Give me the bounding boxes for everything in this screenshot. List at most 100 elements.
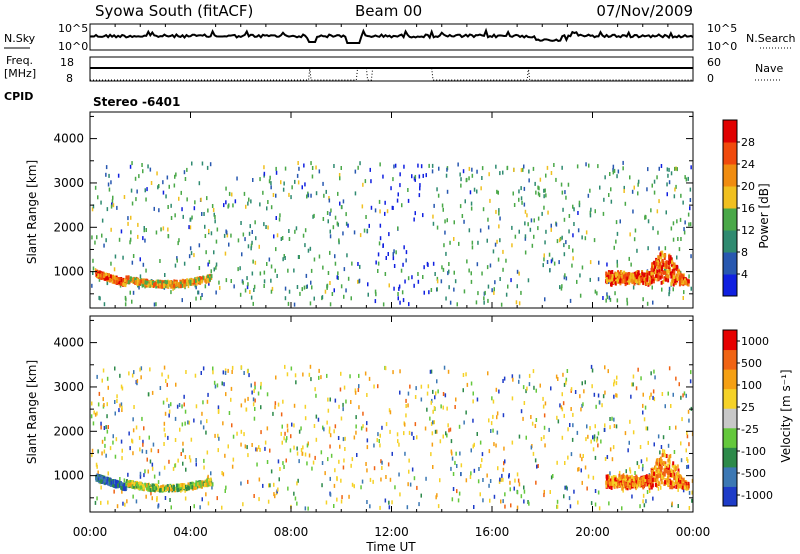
velocity-echo-mark [351, 482, 354, 487]
power-echo-mark [418, 193, 421, 198]
power-echo-mark [294, 229, 296, 234]
power-echo-mark [632, 273, 635, 278]
velocity-echo-mark [209, 477, 212, 482]
velocity-echo-mark [97, 402, 100, 407]
power-echo-mark [145, 197, 147, 202]
power-echo-mark [305, 273, 308, 278]
power-echo-mark [565, 195, 567, 200]
velocity-echo-mark [136, 482, 138, 487]
power-echo-mark [157, 284, 160, 288]
velocity-echo-mark [254, 381, 256, 386]
power-echo-mark [539, 177, 542, 182]
velocity-echo-mark [116, 504, 119, 509]
velocity-echo-mark [674, 480, 677, 485]
power-echo-mark [174, 174, 176, 179]
velocity-echo-mark [656, 458, 659, 463]
power-echo-mark [159, 259, 161, 263]
velocity-echo-mark [597, 393, 600, 398]
velocity-echo-mark [542, 404, 545, 409]
velocity-echo-mark [432, 409, 434, 414]
velocity-echo-mark [94, 500, 97, 505]
velocity-echo-mark [454, 460, 456, 465]
velocity-echo-mark [686, 431, 688, 435]
velocity-echo-mark [105, 425, 107, 430]
velocity-echo-mark [295, 380, 297, 385]
power-echo-mark [608, 275, 611, 280]
power-echo-mark [597, 164, 599, 169]
power-echo-mark [546, 165, 549, 170]
power-echo-mark [545, 229, 547, 234]
velocity-echo-mark [380, 477, 382, 482]
velocity-echo-mark [645, 478, 648, 483]
velocity-echo-mark [516, 490, 519, 495]
velocity-echo-mark [131, 484, 134, 489]
velocity-echo-mark [646, 490, 649, 494]
power-echo-mark [596, 291, 598, 296]
velocity-echo-mark [654, 470, 657, 475]
velocity-echo-mark [232, 457, 235, 462]
power-echo-mark [665, 268, 667, 273]
velocity-echo-mark [628, 440, 630, 445]
velocity-echo-mark [566, 486, 568, 491]
power-echo-mark [678, 279, 681, 284]
power-echo-mark [655, 262, 658, 266]
power-echo-mark [105, 165, 108, 170]
velocity-echo-mark [610, 485, 613, 490]
power-echo-mark [682, 296, 684, 300]
power-echo-mark [178, 238, 180, 243]
velocity-echo-mark [141, 483, 144, 488]
power-echo-mark [564, 273, 566, 278]
velocity-echo-mark [312, 460, 315, 465]
power-echo-mark [669, 257, 672, 261]
velocity-echo-mark [646, 482, 649, 487]
velocity-echo-mark [586, 486, 588, 491]
velocity-echo-mark [163, 365, 166, 370]
power-echo-mark [644, 272, 647, 277]
power-echo-mark [459, 172, 461, 177]
velocity-echo-mark [472, 399, 474, 404]
power-echo-mark [673, 270, 676, 275]
power-echo-mark [212, 208, 215, 212]
power-echo-mark [622, 274, 625, 279]
velocity-echo-mark [500, 499, 502, 504]
power-echo-mark [500, 302, 503, 307]
power-echo-mark [523, 202, 526, 207]
velocity-echo-mark [266, 460, 269, 464]
power-echo-mark [329, 229, 331, 234]
power-echo-mark [382, 243, 384, 248]
power-echo-mark [524, 236, 527, 241]
velocity-echo-mark [460, 463, 463, 468]
velocity-echo-mark [603, 427, 606, 432]
velocity-echo-mark [115, 484, 118, 489]
velocity-echo-mark [678, 382, 680, 387]
power-echo-mark [179, 281, 182, 286]
velocity-echo-mark [511, 440, 514, 445]
power-echo-mark [272, 193, 275, 197]
velocity-echo-mark [298, 429, 301, 434]
velocity-echo-mark [350, 400, 352, 404]
velocity-echo-mark [625, 484, 628, 489]
velocity-echo-mark [174, 438, 177, 442]
power-echo-mark [173, 283, 176, 288]
power-echo-mark [174, 263, 177, 268]
velocity-echo-mark [683, 485, 686, 490]
velocity-echo-mark [439, 439, 442, 444]
velocity-echo-mark [624, 482, 626, 487]
power-echo-mark [326, 285, 328, 290]
power-echo-mark [273, 234, 275, 239]
velocity-echo-mark [637, 480, 640, 485]
velocity-echo-mark [642, 485, 645, 490]
power-echo-mark [259, 271, 262, 276]
power-echo-mark [334, 261, 337, 266]
power-echo-mark [623, 189, 625, 193]
velocity-echo-mark [667, 463, 670, 468]
power-echo-mark [323, 193, 325, 198]
power-echo-mark [522, 167, 524, 172]
power-echo-mark [214, 219, 216, 224]
velocity-echo-mark [625, 482, 628, 486]
velocity-echo-mark [405, 413, 407, 418]
velocity-echo-mark [604, 457, 607, 461]
velocity-echo-mark [642, 481, 645, 485]
power-echo-mark [253, 288, 255, 292]
velocity-echo-mark [619, 482, 622, 487]
